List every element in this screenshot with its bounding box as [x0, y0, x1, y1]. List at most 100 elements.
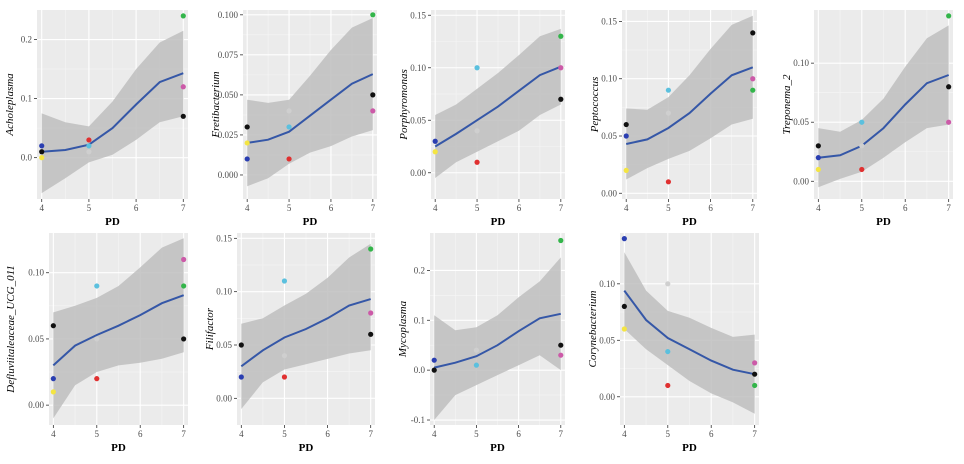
y-tick-label: 0.10 [410, 63, 426, 73]
data-point [86, 149, 92, 155]
y-tick-label: 0.050 [218, 90, 239, 100]
y-tick-label: 0.15 [410, 10, 426, 20]
y-tick-label: 0.025 [218, 130, 239, 140]
x-tick-label: 4 [245, 203, 250, 213]
x-tick-label: 5 [666, 203, 671, 213]
confidence-band [818, 25, 949, 188]
x-tick-label: 7 [181, 429, 186, 439]
x-tick-label: 4 [239, 429, 244, 439]
y-tick-label: 0.10 [793, 58, 809, 68]
data-point [558, 33, 564, 39]
data-point [39, 143, 45, 149]
confidence-band [435, 28, 561, 179]
data-point [39, 155, 45, 161]
y-axis-title: Corynebacterium [587, 290, 599, 367]
y-tick-label: 0.10 [216, 287, 232, 297]
x-tick-label: 7 [752, 429, 757, 439]
x-tick-label: 4 [622, 429, 627, 439]
data-point [665, 110, 672, 116]
y-axis-title: Mycoplasma [397, 300, 409, 358]
x-axis-title: PD [876, 216, 891, 228]
data-point [752, 360, 758, 366]
data-point [473, 362, 480, 368]
x-tick-label: 5 [475, 203, 480, 213]
data-point [281, 374, 288, 380]
y-tick-label: 0.05 [793, 117, 809, 127]
data-point [558, 237, 564, 244]
y-tick-label: -0.1 [411, 415, 425, 425]
confidence-band [434, 257, 561, 420]
data-point [752, 371, 758, 377]
smooth-line [623, 290, 755, 376]
x-tick-label: 4 [432, 429, 437, 439]
data-point [946, 84, 952, 90]
data-point [623, 121, 629, 128]
panel-8: 4 5 6 7 -0.1 0.0 0.1 0.2 PD Mycoplasma [397, 233, 565, 454]
y-tick-label: 0.0 [21, 153, 33, 163]
x-tick-label: 5 [474, 429, 479, 439]
data-point [370, 12, 376, 18]
data-point [432, 138, 438, 144]
smooth-line [434, 65, 562, 148]
data-point [859, 143, 865, 149]
data-point [665, 348, 671, 355]
confidence-band [624, 252, 755, 414]
y-tick-label: 0.00 [410, 168, 426, 178]
confidence-band [53, 238, 184, 419]
y-axis-title: Acholeplasma [4, 73, 16, 137]
data-point [432, 149, 438, 155]
data-point [665, 281, 671, 287]
y-tick-label: 0.100 [218, 10, 239, 20]
data-point [39, 149, 45, 155]
x-tick-label: 6 [329, 203, 334, 213]
x-tick-label: 7 [371, 203, 376, 213]
data-point [431, 357, 437, 363]
data-point [750, 30, 756, 36]
x-tick-label: 5 [860, 203, 865, 213]
y-tick-label: 0.05 [601, 131, 617, 141]
data-point [558, 96, 564, 102]
y-tick-label: 0.0 [414, 365, 426, 375]
panel-7: 4 5 6 7 0.00 0.05 0.10 0.15 PD Filifactor [204, 233, 375, 454]
data-point [665, 382, 671, 389]
x-tick-label: 7 [559, 203, 564, 213]
y-axis-title: Peptococcus [589, 77, 601, 134]
x-axis-title: PD [111, 442, 126, 454]
y-tick-label: 0.2 [414, 265, 425, 275]
data-point [286, 156, 292, 162]
x-tick-label: 6 [709, 429, 714, 439]
data-point [750, 87, 756, 93]
data-point [621, 326, 627, 332]
x-tick-label: 5 [87, 203, 92, 213]
y-tick-label: 0.075 [218, 50, 239, 60]
data-point [558, 352, 564, 358]
x-axis-title: PD [105, 216, 120, 228]
x-tick-label: 5 [282, 429, 287, 439]
y-tick-label: 0.05 [599, 335, 615, 345]
data-point [181, 256, 187, 263]
data-point [94, 376, 100, 382]
confidence-band [241, 243, 371, 409]
x-axis-title: PD [491, 216, 506, 228]
data-point [50, 376, 56, 382]
y-tick-label: 0.10 [601, 74, 617, 84]
data-point [859, 166, 865, 173]
smooth-line [240, 298, 371, 368]
data-point [815, 166, 821, 173]
x-tick-label: 6 [517, 203, 522, 213]
data-point [244, 140, 250, 146]
x-tick-label: 7 [368, 429, 373, 439]
smooth-line [433, 312, 562, 369]
y-tick-label: 0.15 [216, 233, 232, 243]
y-tick-label: 0.10 [28, 268, 44, 278]
x-tick-label: 6 [325, 429, 330, 439]
smooth-line [818, 74, 950, 159]
x-tick-label: 5 [287, 203, 292, 213]
x-tick-label: 6 [708, 203, 713, 213]
y-axis-title: Treponema_2 [781, 74, 793, 135]
x-tick-label: 6 [134, 203, 139, 213]
x-tick-label: 4 [39, 203, 44, 213]
data-point [281, 278, 288, 284]
data-point [815, 143, 821, 149]
